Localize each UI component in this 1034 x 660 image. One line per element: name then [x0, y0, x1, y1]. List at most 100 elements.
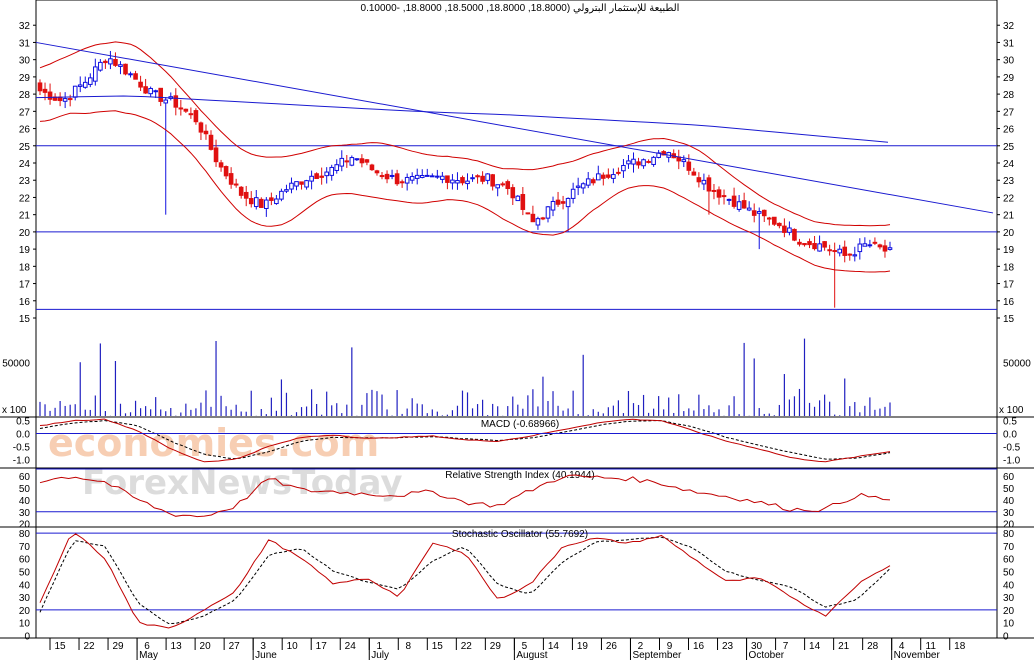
candle-body: [113, 59, 118, 66]
candle-body: [82, 81, 88, 88]
x-day-label-26: 14: [809, 641, 821, 652]
bollinger-lower: [39, 110, 891, 273]
rsi-tick-right-20: 20: [1003, 520, 1015, 531]
candle-body: [228, 173, 234, 185]
candle-body: [460, 177, 465, 184]
candle-body: [334, 164, 340, 171]
candle-body: [158, 87, 164, 102]
candle-body: [631, 158, 636, 165]
stoch-tick-left-80: 80: [19, 529, 31, 540]
x-day-label-4: 13: [171, 641, 183, 652]
candle-body: [867, 244, 873, 247]
candle-body: [419, 175, 425, 178]
candle-body: [253, 197, 259, 208]
candle-body: [359, 158, 365, 164]
candle-body: [374, 170, 380, 174]
candle-body: [580, 183, 586, 189]
candle-body: [424, 174, 430, 177]
candle-body: [445, 175, 450, 183]
candle-body: [243, 191, 249, 199]
candle-body: [409, 176, 415, 181]
price-panel: 15 15 16 16 17 17 18 18 19 19 20 20 21 21 22 22 23 23 24 24…: [19, 3, 1015, 325]
watermark-line1: economies.com: [48, 421, 379, 465]
stoch-tick-right-40: 40: [1003, 580, 1015, 591]
candle-body: [606, 174, 611, 178]
price-tick-left-31: 31: [19, 38, 31, 49]
candle-body: [852, 254, 858, 257]
stoch-tick-left-40: 40: [19, 580, 31, 591]
x-month-label-October: October: [749, 650, 785, 660]
candle-body: [595, 173, 601, 181]
x-day-label-13: 15: [432, 641, 444, 652]
x-axis: 15 22 29 6 13 20 27 3 10 17 24 1 8 15 22 29 5 14 19 26 2 9 16 2…: [49, 638, 966, 660]
candle-body: [319, 175, 324, 178]
candle-body: [812, 243, 817, 250]
candle-body: [777, 222, 782, 227]
candle-body: [565, 197, 571, 208]
price-title: الطبيعة للإستثمار البترولي (18.8000, 18.…: [361, 3, 680, 14]
candle-body: [681, 159, 687, 163]
x-day-label-17: 14: [548, 641, 560, 652]
price-tick-left-28: 28: [19, 90, 31, 101]
candle-body: [817, 243, 822, 252]
candle-body: [741, 200, 747, 209]
price-tick-right-26: 26: [1003, 125, 1015, 136]
candle-body: [857, 243, 863, 253]
price-tick-right-24: 24: [1003, 159, 1015, 170]
x-month-label-July: July: [371, 650, 389, 660]
candle-body: [394, 173, 400, 185]
x-day-label-28: 28: [867, 641, 879, 652]
candle-body: [364, 159, 370, 163]
candle-body: [701, 179, 707, 185]
candle-body: [696, 177, 702, 183]
price-tick-right-18: 18: [1003, 262, 1015, 273]
candle-body: [354, 158, 360, 161]
candle-body: [601, 174, 606, 179]
macd-tick-right-0.5: 0.5: [1003, 417, 1017, 428]
volume-tick-left: 50000: [2, 358, 30, 369]
candle-body: [37, 82, 43, 92]
stoch-tick-left-50: 50: [19, 567, 31, 578]
rsi-tick-right-40: 40: [1003, 496, 1015, 507]
bollinger-upper: [39, 41, 891, 227]
price-tick-right-17: 17: [1003, 280, 1015, 291]
macd-signal-line: [39, 419, 891, 460]
price-tick-right-27: 27: [1003, 107, 1015, 118]
candle-body: [218, 162, 224, 168]
volume-unit-right: x 100: [999, 405, 1024, 416]
candle-body: [485, 173, 490, 181]
price-tick-right-19: 19: [1003, 245, 1015, 256]
x-day-label-3: 6: [144, 641, 150, 652]
stoch-tick-right-30: 30: [1003, 593, 1015, 604]
candle-body: [545, 206, 551, 219]
chart-frame: [0, 0, 1034, 639]
candle-body: [782, 225, 787, 233]
candle-body: [339, 157, 345, 167]
stoch-tick-right-60: 60: [1003, 555, 1015, 566]
x-day-label-15: 29: [490, 641, 502, 652]
candle-body: [128, 73, 133, 76]
candle-body: [87, 77, 93, 85]
candle-body: [751, 210, 757, 216]
candle-body: [621, 164, 626, 172]
candle-body: [470, 177, 475, 180]
macd-tick-right--0.5: -0.5: [1003, 442, 1021, 453]
x-day-label-6: 27: [229, 641, 241, 652]
candle-body: [540, 217, 546, 220]
price-tick-left-21: 21: [19, 211, 31, 222]
stoch-d-line: [39, 536, 891, 625]
stoch-tick-right-50: 50: [1003, 567, 1015, 578]
rsi-tick-left-20: 20: [19, 520, 31, 531]
candle-body: [133, 73, 138, 80]
x-day-label-10: 24: [345, 641, 357, 652]
price-tick-left-25: 25: [19, 142, 31, 153]
stoch-tick-left-60: 60: [19, 555, 31, 566]
candle-body: [389, 174, 395, 177]
price-tick-left-22: 22: [19, 193, 31, 204]
candle-body: [264, 199, 269, 209]
volume-bars: [39, 338, 891, 416]
candle-body: [188, 113, 194, 116]
stoch-tick-right-0: 0: [1003, 631, 1009, 642]
candle-body: [103, 60, 108, 64]
